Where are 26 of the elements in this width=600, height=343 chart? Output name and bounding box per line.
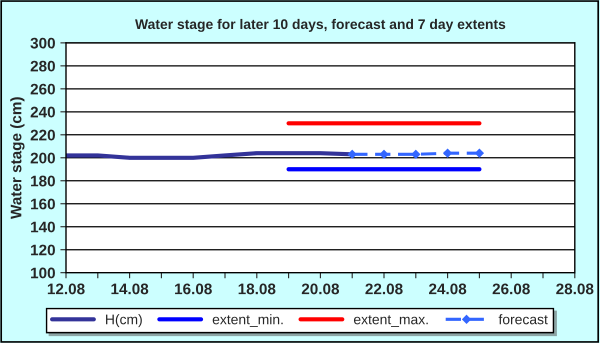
x-tick-label: 12.08 [48, 284, 85, 294]
y-tick-label: 160 [31, 198, 55, 210]
y-tick-label: 300 [30, 38, 55, 49]
x-tick-label: 28.08 [556, 284, 594, 294]
legend-label: extent_max. [354, 315, 428, 327]
x-tick-label: 16.08 [175, 284, 212, 294]
x-tick-label: 18.08 [238, 284, 276, 294]
y-axis-title: Water stage (cm) [10, 97, 25, 220]
y-tick-label: 260 [30, 84, 55, 95]
y-tick-label: 120 [31, 244, 55, 256]
x-tick-label: 22.08 [365, 284, 403, 294]
y-tick-label: 240 [30, 106, 55, 118]
x-tick-label: 20.08 [302, 284, 340, 294]
x-tick-label: 26.08 [492, 284, 530, 294]
legend-label: forecast [498, 314, 548, 324]
legend-label: H(cm) [106, 314, 142, 328]
legend-label: extent_min. [212, 314, 283, 327]
x-tick-label: 24.08 [429, 284, 466, 294]
y-tick-label: 220 [30, 130, 55, 140]
chart-title: Water stage for later 10 days, forecast and 7 day extents [135, 18, 506, 32]
y-tick-label: 280 [30, 60, 55, 72]
y-tick-label: 180 [31, 176, 55, 186]
y-tick-label: 100 [31, 268, 55, 278]
y-tick-label: 200 [30, 152, 55, 164]
y-tick-label: 140 [31, 222, 55, 232]
x-tick-label: 14.08 [111, 284, 148, 294]
